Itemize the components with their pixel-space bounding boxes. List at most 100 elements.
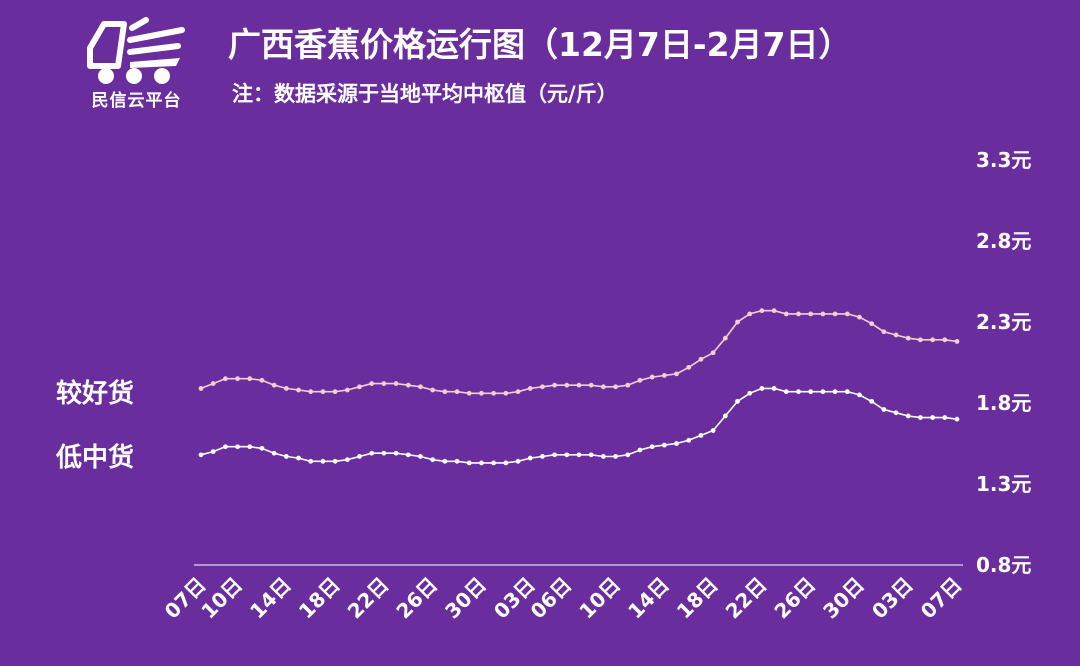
data-point: [722, 413, 728, 419]
y-tick-label: 1.3元: [976, 472, 1031, 496]
data-point: [454, 389, 460, 395]
data-point: [564, 452, 570, 458]
data-point: [442, 458, 448, 464]
data-point: [332, 458, 338, 464]
data-point: [783, 389, 789, 395]
data-point: [686, 437, 692, 443]
data-point: [259, 445, 265, 451]
data-point: [625, 382, 631, 388]
data-point: [527, 455, 533, 461]
logo: 民信云平台: [84, 14, 189, 111]
data-point: [515, 458, 521, 464]
data-point: [905, 413, 911, 419]
data-point: [576, 452, 582, 458]
data-point: [308, 389, 314, 395]
data-point: [540, 454, 545, 459]
data-point: [296, 455, 301, 461]
data-point: [564, 382, 570, 388]
data-point: [820, 311, 826, 317]
data-point: [442, 389, 448, 395]
data-point: [698, 433, 704, 438]
data-point: [393, 381, 399, 386]
data-point: [552, 452, 558, 458]
data-point: [954, 339, 960, 344]
data-point: [430, 457, 436, 463]
data-point: [600, 384, 606, 390]
x-tick-label: 07日: [916, 573, 967, 624]
data-point: [503, 390, 509, 396]
data-point: [332, 389, 338, 395]
data-point: [930, 415, 936, 420]
data-point: [869, 321, 875, 327]
data-point: [881, 407, 887, 412]
logo-text: 民信云平台: [91, 91, 182, 111]
data-point: [808, 389, 814, 395]
data-point: [881, 329, 887, 335]
data-point: [735, 319, 740, 325]
data-point: [466, 460, 472, 466]
data-point: [393, 450, 399, 456]
data-point: [771, 386, 777, 391]
data-point: [466, 390, 472, 396]
data-point: [320, 389, 326, 395]
data-point: [344, 457, 350, 463]
series-label-low: 低中货: [56, 443, 135, 473]
data-point: [674, 441, 679, 446]
data-point: [235, 376, 240, 382]
x-tick-label: 30日: [440, 573, 491, 624]
x-tick-label: 14日: [245, 573, 296, 624]
x-tick-label: 22日: [343, 573, 394, 624]
x-tick-label: 10日: [196, 573, 247, 624]
data-point: [820, 389, 826, 395]
data-point: [905, 335, 911, 341]
data-point: [844, 311, 850, 317]
data-point: [844, 389, 850, 395]
data-point: [735, 398, 740, 404]
data-point: [613, 384, 618, 390]
data-point: [405, 452, 411, 458]
series-line: [200, 309, 958, 395]
y-tick-label: 1.8元: [976, 391, 1031, 415]
x-tick-label: 07日: [160, 573, 211, 624]
data-point: [247, 444, 253, 450]
data-point: [661, 373, 667, 378]
data-point: [198, 386, 204, 391]
y-tick-label: 0.8元: [976, 553, 1031, 577]
data-point: [527, 386, 533, 391]
data-point: [869, 398, 875, 404]
data-point: [918, 337, 923, 343]
series-line: [200, 387, 958, 464]
y-tick-label: 3.3元: [976, 148, 1031, 172]
data-point: [491, 390, 497, 396]
data-point: [418, 384, 423, 390]
data-point: [210, 381, 216, 386]
data-point: [783, 311, 789, 317]
data-point: [796, 311, 801, 317]
data-point: [710, 428, 716, 433]
x-tick-label: 30日: [818, 573, 869, 624]
data-point: [296, 387, 301, 393]
page-title: 广西香蕉价格运行图（12月7日-2月7日）: [228, 25, 852, 64]
data-point: [320, 458, 326, 464]
data-point: [857, 314, 862, 320]
data-point: [893, 332, 899, 338]
data-point: [759, 386, 765, 391]
data-point: [479, 460, 484, 466]
data-point: [698, 356, 704, 362]
data-point: [600, 454, 606, 459]
data-point: [588, 452, 594, 458]
data-point: [637, 447, 643, 453]
data-point: [405, 382, 411, 388]
data-point: [454, 458, 460, 464]
data-point: [625, 452, 631, 458]
x-tick-label: 22日: [721, 573, 772, 624]
data-point: [198, 452, 204, 458]
data-point: [430, 387, 436, 393]
data-point: [235, 444, 240, 450]
x-tick-label: 18日: [672, 573, 723, 624]
data-point: [552, 382, 558, 388]
data-point: [381, 381, 387, 386]
data-point: [686, 364, 692, 370]
data-point: [722, 335, 728, 341]
